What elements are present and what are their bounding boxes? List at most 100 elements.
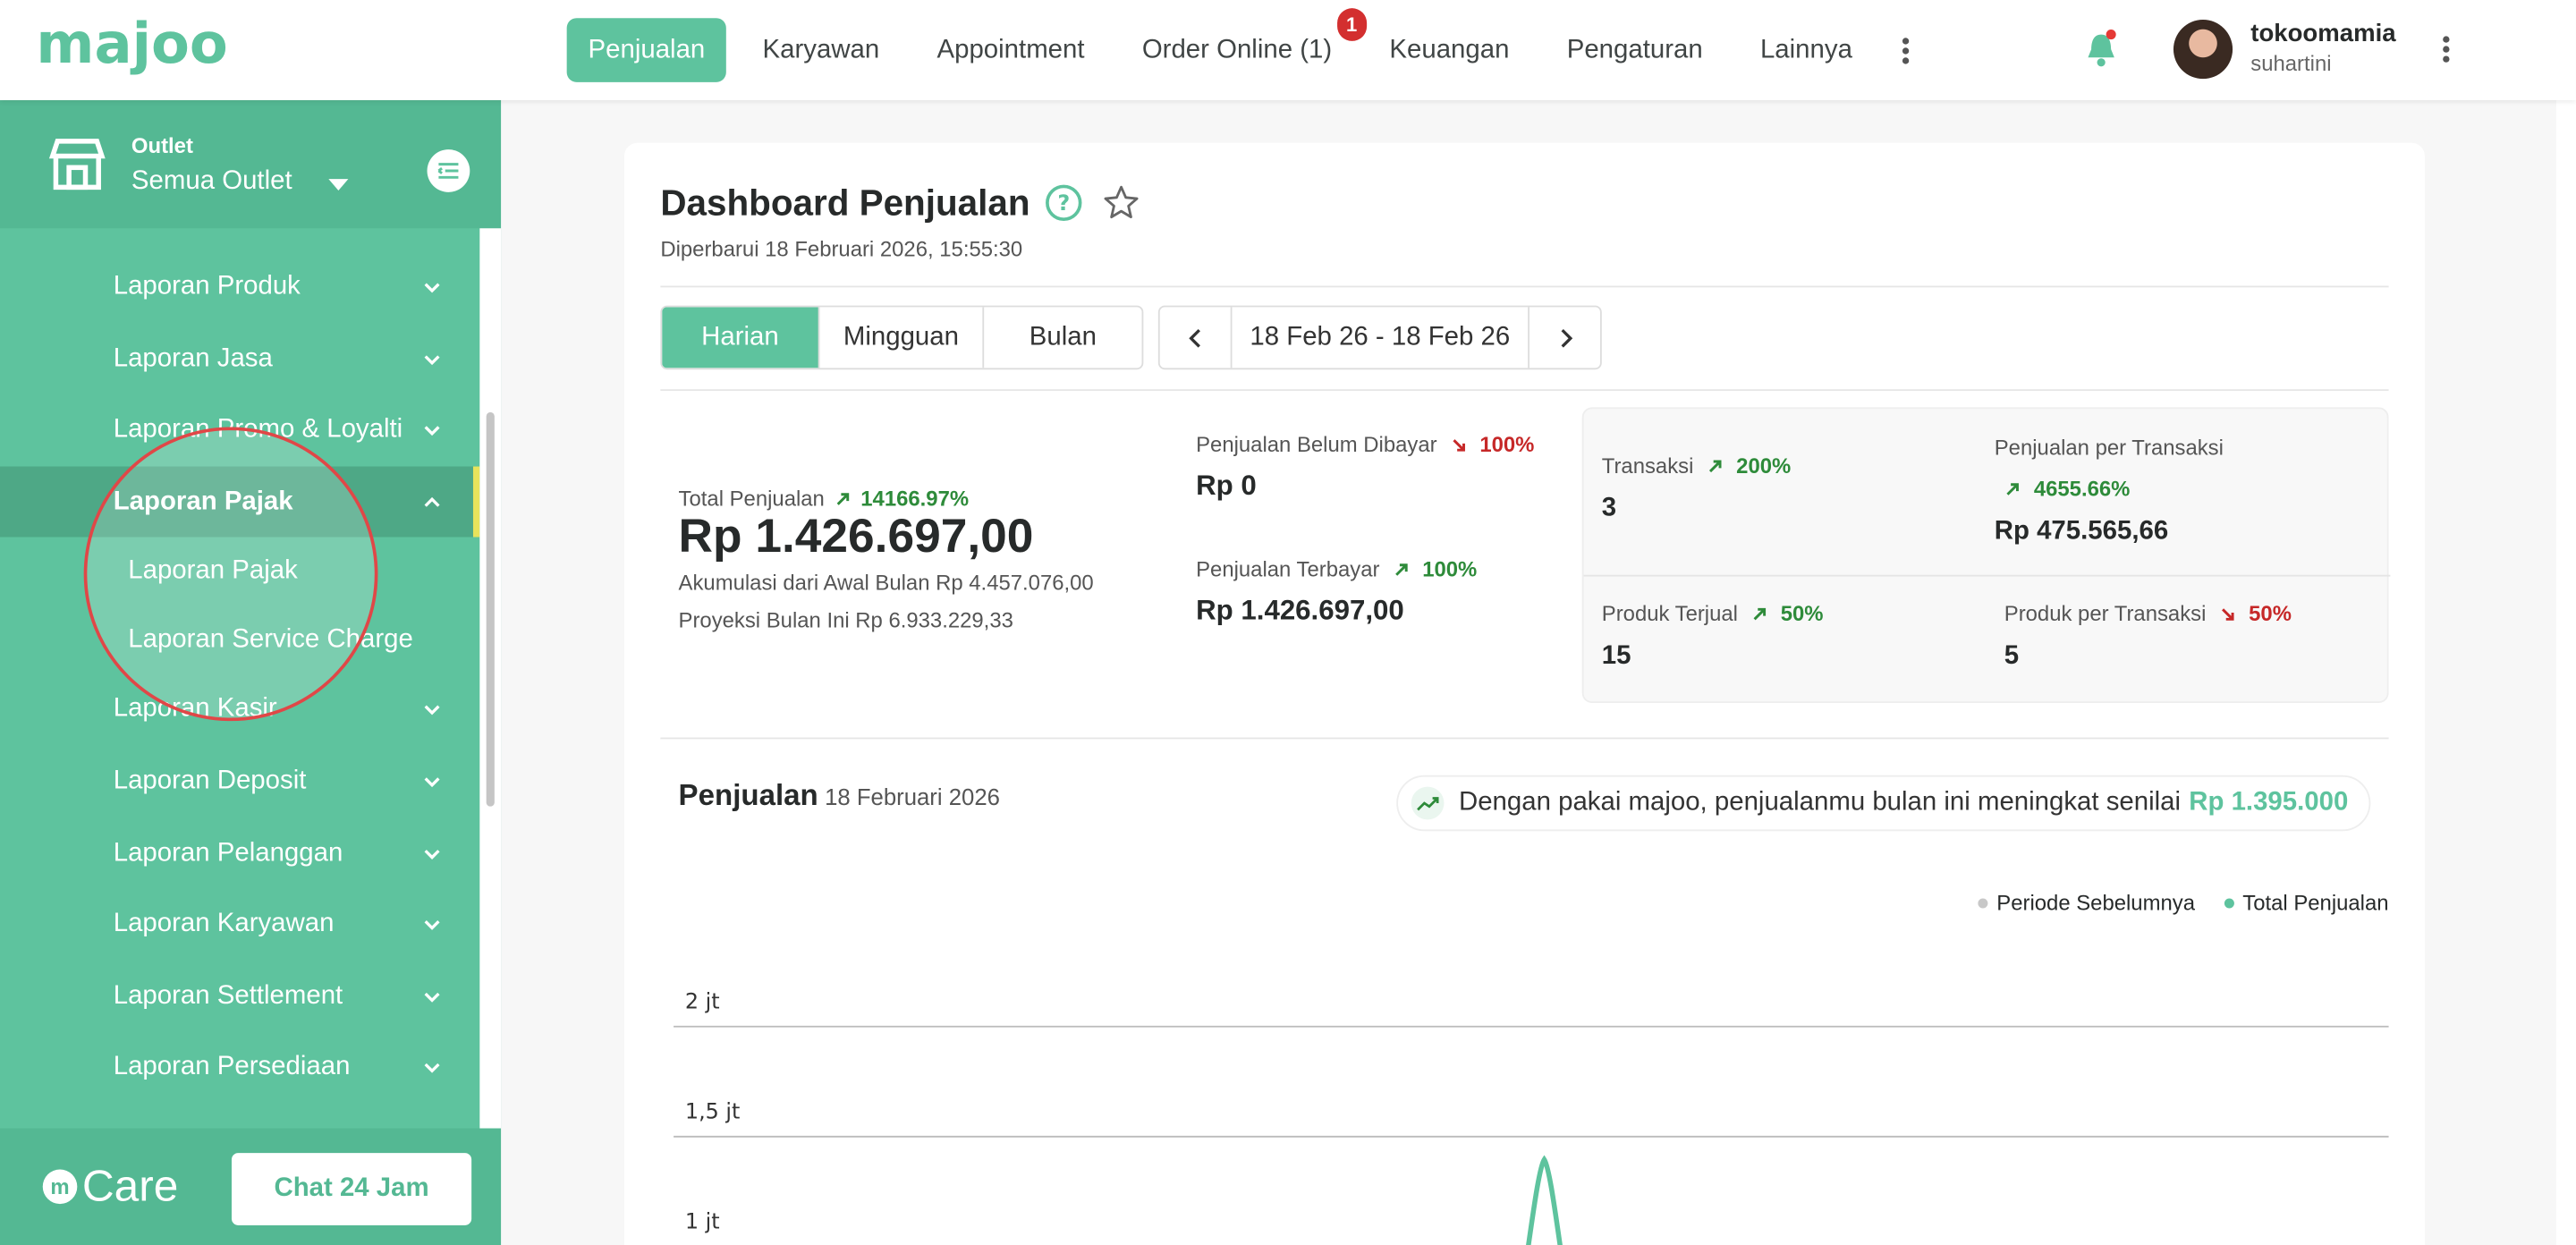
next-date-button[interactable] xyxy=(1530,307,1600,368)
majoo-logo[interactable]: majoo xyxy=(36,16,250,81)
chevron-down-icon xyxy=(424,920,440,931)
sidebar-item-laporan-jasa[interactable]: Laporan Jasa xyxy=(0,323,479,394)
sidebar-item-laporan-promo[interactable]: Laporan Promo & Loyalti xyxy=(0,394,479,466)
last-updated: Diperbarui 18 Februari 2026, 15:55:30 xyxy=(660,236,1023,261)
help-icon[interactable]: ? xyxy=(1045,184,1082,222)
trend-up-icon xyxy=(1753,606,1766,620)
total-penjualan-block: Total Penjualan 14166.97% Rp 1.426.697,0… xyxy=(679,487,1094,632)
user-info[interactable]: tokoomamia suhartini xyxy=(2250,20,2395,75)
legend-label: Total Penjualan xyxy=(2242,890,2389,915)
sidebar-scrollbar[interactable] xyxy=(479,228,502,1129)
belum-dibayar-label: Penjualan Belum Dibayar xyxy=(1196,431,1437,457)
sidebar-item-laporan-deposit[interactable]: Laporan Deposit xyxy=(0,746,479,817)
nav-more-icon[interactable] xyxy=(1888,18,1921,82)
ppt-label: Penjualan per Transaksi xyxy=(1994,435,2224,461)
nav-karyawan[interactable]: Karyawan xyxy=(762,36,880,64)
trend-up-icon xyxy=(836,492,850,504)
chart-legend: Periode Sebelumnya Total Penjualan xyxy=(1979,890,2389,915)
date-range-text[interactable]: 18 Feb 26 - 18 Feb 26 xyxy=(1230,307,1530,368)
nav-order-online-label: Order Online (1) xyxy=(1141,36,1333,64)
sidebar-item-label: Laporan Produk xyxy=(113,272,301,301)
ppt-value: Rp 475.565,66 xyxy=(1994,517,2169,546)
total-penjualan-label: Total Penjualan xyxy=(678,486,825,512)
chart-title: Penjualan 18 Februari 2026 xyxy=(679,778,1000,813)
outlet-selector[interactable]: Outlet Semua Outlet xyxy=(0,100,502,229)
sidebar-item-label: Laporan Pelanggan xyxy=(113,838,343,867)
trend-down-icon xyxy=(1452,438,1465,451)
stat-transaksi: Transaksi 200% 3 xyxy=(1602,453,1791,524)
akumulasi-text: Akumulasi dari Awal Bulan Rp 4.457.076,0… xyxy=(678,570,1094,595)
chevron-down-icon xyxy=(424,849,440,860)
ppr-label: Produk per Transaksi xyxy=(2004,601,2207,626)
sidebar-item-label: Laporan Kasir xyxy=(113,695,277,724)
nav-appointment[interactable]: Appointment xyxy=(936,36,1085,64)
legend-total-penjualan[interactable]: Total Penjualan xyxy=(2224,890,2389,915)
nav-order-online[interactable]: Order Online (1) 1 xyxy=(1121,8,1367,82)
chevron-down-icon xyxy=(424,283,440,293)
sidebar-item-label: Laporan Pajak xyxy=(113,487,293,516)
sidebar-item-laporan-settlement[interactable]: Laporan Settlement xyxy=(0,961,479,1032)
promo-text: Dengan pakai majoo, penjualanmu bulan in… xyxy=(1458,788,2182,817)
sidebar-item-laporan-pajak[interactable]: Laporan Pajak xyxy=(0,466,480,538)
divider xyxy=(660,737,2389,740)
chat-24-jam-button[interactable]: Chat 24 Jam xyxy=(231,1153,472,1225)
stat-penjualan-per-transaksi: Penjualan per Transaksi 4655.66% Rp 475.… xyxy=(1995,434,2224,547)
terbayar-label: Penjualan Terbayar xyxy=(1196,556,1380,582)
sidebar-item-label: Laporan Karyawan xyxy=(113,910,335,938)
y-tick-label: 1 jt xyxy=(685,1209,720,1234)
sidebar-menu: Laporan Produk Laporan Jasa Laporan Prom… xyxy=(0,251,480,1104)
terbayar-pct: 100% xyxy=(1422,556,1478,582)
legend-dot xyxy=(1979,897,1989,908)
user-subtitle: suhartini xyxy=(2250,50,2332,76)
chevron-down-icon xyxy=(424,777,440,788)
belum-dibayar-value: Rp 0 xyxy=(1196,470,1257,502)
nav-keuangan[interactable]: Keuangan xyxy=(1389,36,1510,64)
chevron-down-icon xyxy=(424,426,440,436)
user-menu-icon[interactable] xyxy=(2433,30,2459,69)
avatar[interactable] xyxy=(2173,20,2233,80)
sidebar-item-laporan-persediaan[interactable]: Laporan Persediaan xyxy=(0,1032,479,1104)
sidebar-item-laporan-produk[interactable]: Laporan Produk xyxy=(0,251,479,323)
proyeksi-text: Proyeksi Bulan Ini Rp 6.933.229,33 xyxy=(678,607,1013,633)
sidebar-item-laporan-kasir[interactable]: Laporan Kasir xyxy=(0,674,479,746)
trend-up-icon xyxy=(1394,563,1408,575)
sidebar-collapse-button[interactable] xyxy=(427,149,470,192)
tab-harian[interactable]: Harian xyxy=(662,307,820,368)
care-logo: m Care xyxy=(42,1161,179,1212)
sidebar-item-label: Laporan Settlement xyxy=(113,981,343,1010)
legend-periode-sebelumnya[interactable]: Periode Sebelumnya xyxy=(1979,890,2195,915)
chart-date: 18 Februari 2026 xyxy=(825,783,1000,810)
sidebar-item-laporan-pelanggan[interactable]: Laporan Pelanggan xyxy=(0,817,479,889)
terjual-label: Produk Terjual xyxy=(1601,601,1738,626)
terbayar-value: Rp 1.426.697,00 xyxy=(1196,594,1404,626)
terjual-value: 15 xyxy=(1601,642,1631,671)
star-icon[interactable] xyxy=(1102,184,1140,222)
period-tabs: Harian Mingguan Bulan xyxy=(660,305,1144,370)
trend-down-icon xyxy=(2221,607,2234,620)
notification-bell-icon[interactable] xyxy=(2083,30,2119,69)
sidebar-subitem-laporan-pajak[interactable]: Laporan Pajak xyxy=(128,557,298,586)
ppt-pct: 4655.66% xyxy=(2033,476,2131,502)
nav-lainnya[interactable]: Lainnya xyxy=(1759,36,1852,64)
transaksi-pct: 200% xyxy=(1736,453,1792,479)
trend-up-icon xyxy=(1708,459,1722,472)
nav-penjualan[interactable]: Penjualan xyxy=(566,18,727,82)
top-navbar: majoo Penjualan Karyawan Appointment Ord… xyxy=(0,0,2576,101)
chevron-down-icon xyxy=(424,354,440,365)
prev-date-button[interactable] xyxy=(1160,307,1231,368)
scrollbar-thumb[interactable] xyxy=(486,411,495,807)
sidebar-item-laporan-karyawan[interactable]: Laporan Karyawan xyxy=(0,889,479,961)
legend-label: Periode Sebelumnya xyxy=(1996,890,2196,915)
sidebar: Outlet Semua Outlet Laporan Produk Lapor… xyxy=(0,100,502,1245)
tab-mingguan[interactable]: Mingguan xyxy=(820,307,985,368)
svg-text:majoo: majoo xyxy=(36,16,227,75)
sidebar-subitem-service-charge[interactable]: Laporan Service Charge xyxy=(128,625,413,654)
nav-pengaturan[interactable]: Pengaturan xyxy=(1566,36,1703,64)
y-tick-label: 2 jt xyxy=(685,989,720,1014)
ppr-value: 5 xyxy=(2004,642,2020,671)
outlet-value: Semua Outlet xyxy=(131,167,292,196)
total-penjualan-pct: 14166.97% xyxy=(860,486,970,512)
tab-bulan[interactable]: Bulan xyxy=(1029,323,1097,351)
y-tick-label: 1,5 jt xyxy=(685,1099,741,1124)
belum-dibayar-pct: 100% xyxy=(1479,431,1535,457)
